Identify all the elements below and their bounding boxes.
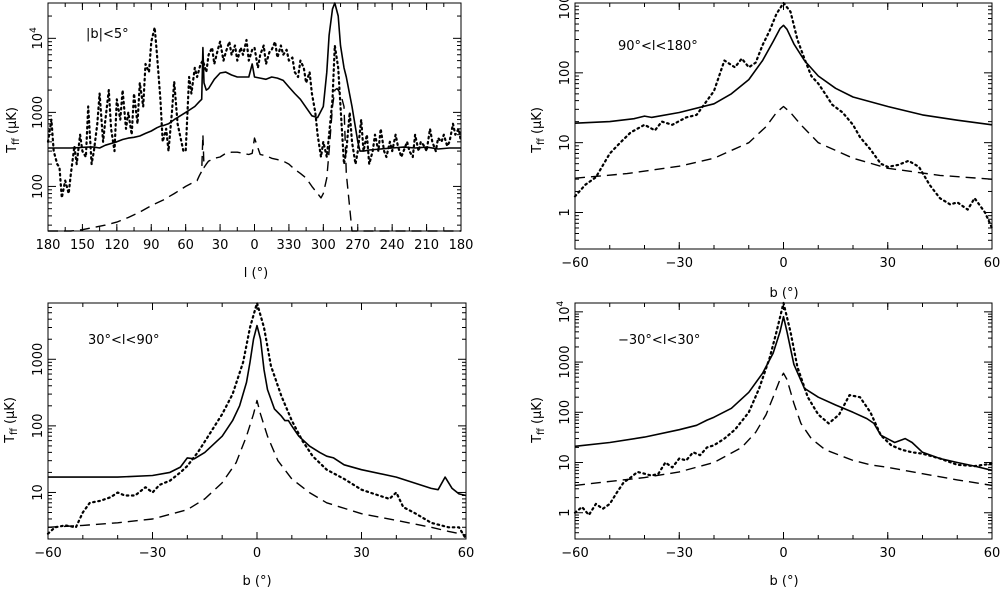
series-line-dashed	[574, 105, 993, 180]
x-ticks: −60 −30 0 30 60	[561, 3, 1000, 271]
x-axis-label: b (°)	[242, 574, 271, 589]
y-axis-label: Tff (μK)	[3, 397, 20, 444]
x-tick-label: 60	[984, 546, 1001, 561]
y-tick-label: 1	[558, 208, 573, 216]
x-tick-label: 0	[779, 256, 787, 271]
panel-annotation: 30°<l<90°	[88, 333, 159, 348]
series-line-solid	[574, 315, 993, 472]
series-lines	[46, 301, 468, 541]
x-tick-label: 30	[212, 238, 229, 253]
x-axis-label: b (°)	[769, 574, 798, 589]
x-axis-label: b (°)	[769, 286, 798, 301]
y-tick-label: 1000	[31, 96, 46, 129]
series-line-solid	[48, 2, 461, 152]
y-axis-label-unit: (μK)	[5, 107, 20, 134]
y-axis-label: Tff (μK)	[530, 107, 547, 154]
y-tick-label-exponent: 4	[556, 300, 566, 306]
series-lines	[573, 1, 994, 230]
x-tick-label: 270	[345, 238, 370, 253]
y-ticks: 1 10 100 1000	[558, 0, 992, 250]
series-line-dashed	[574, 372, 993, 487]
series-line-dotted	[46, 26, 463, 199]
y-tick-label: 10	[558, 454, 573, 471]
x-ticks: −60 −30 0 30 60	[561, 303, 1000, 561]
x-tick-label: 300	[311, 238, 336, 253]
y-tick-label: 1000	[31, 343, 46, 376]
x-tick-label: 150	[70, 238, 95, 253]
series-line-dotted	[573, 1, 994, 230]
y-axis-label: Tff (μK)	[5, 107, 22, 154]
y-tick-label: 1000	[558, 0, 573, 20]
y-tick-label: 1000	[558, 346, 573, 379]
y-tick-label: 10	[558, 134, 573, 151]
y-axis-label-unit: (μK)	[3, 397, 18, 424]
panel-top-left: 180 150 120 90 60 30 0 330 300 270 240 210 180 10010…	[5, 2, 474, 281]
x-tick-label: 180	[449, 238, 474, 253]
x-tick-label: 30	[879, 546, 896, 561]
panel-annotation: −30°<l<30°	[618, 333, 700, 348]
panel-bottom-left: −60 −30 0 30 60 10 100 1000 30°<l<90° b (°) Tf…	[3, 301, 474, 589]
y-axis-label-main: T	[530, 145, 545, 154]
series-line-dotted	[46, 301, 468, 541]
y-axis-label-sub: ff	[536, 427, 547, 435]
x-tick-label: 60	[458, 546, 475, 561]
x-tick-label: 30	[879, 256, 896, 271]
y-tick-label: 100	[31, 174, 46, 199]
series-line-solid	[574, 24, 993, 126]
y-tick-label: 104	[29, 27, 46, 50]
y-tick-label: 100	[558, 60, 573, 85]
panel-bottom-right: −60 −30 0 30 60 1 10 100 1000 104 −30°<l<30° b (…	[530, 300, 1000, 589]
y-tick-label: 10	[31, 484, 46, 501]
y-axis-label-main: T	[5, 145, 20, 154]
x-tick-label: 0	[250, 238, 258, 253]
x-tick-label: −60	[561, 256, 588, 271]
x-ticks: −60 −30 0 30 60	[34, 303, 474, 561]
x-tick-label: 60	[177, 238, 194, 253]
panel-annotation: 90°<l<180°	[618, 39, 698, 54]
x-tick-label: −30	[666, 256, 693, 271]
y-axis-label-unit: (μK)	[530, 107, 545, 134]
x-tick-label: 180	[36, 238, 61, 253]
x-tick-label: 60	[984, 256, 1001, 271]
x-axis-label: l (°)	[244, 266, 268, 281]
series-line-dashed	[47, 399, 467, 536]
x-ticks: 180 150 120 90 60 30 0 330 300 270 240 210 180	[36, 3, 474, 253]
x-tick-label: −60	[34, 546, 61, 561]
x-tick-label: 90	[143, 238, 160, 253]
x-tick-label: 330	[277, 238, 302, 253]
y-axis-label-sub: ff	[9, 427, 20, 435]
y-tick-label: 100	[31, 413, 46, 438]
x-tick-label: 210	[414, 238, 439, 253]
y-tick-label: 1	[558, 509, 573, 517]
panel-annotation: |b|<5°	[86, 27, 129, 42]
x-tick-label: −30	[666, 546, 693, 561]
series-lines	[573, 301, 994, 517]
series-line-solid	[48, 324, 467, 497]
y-axis-label: Tff (μK)	[530, 397, 547, 444]
x-tick-label: 30	[353, 546, 370, 561]
y-ticks: 10 100 1000	[31, 306, 466, 528]
x-tick-label: 240	[380, 238, 405, 253]
y-tick-label: 100	[558, 400, 573, 425]
x-tick-label: −60	[561, 546, 588, 561]
y-axis-label-main: T	[530, 435, 545, 444]
y-tick-label-exponent: 4	[29, 27, 39, 33]
x-tick-label: 0	[253, 546, 261, 561]
series-line-dotted	[573, 301, 994, 517]
y-axis-label-sub: ff	[11, 137, 22, 145]
x-tick-label: 0	[779, 546, 787, 561]
y-ticks: 100 1000 104	[29, 15, 461, 226]
y-axis-label-sub: ff	[536, 137, 547, 145]
y-tick-label: 104	[556, 300, 573, 323]
series-lines	[46, 2, 463, 232]
x-tick-label: −30	[139, 546, 166, 561]
y-axis-label-main: T	[3, 435, 18, 444]
x-tick-label: 120	[104, 238, 129, 253]
y-axis-label-unit: (μK)	[530, 397, 545, 424]
